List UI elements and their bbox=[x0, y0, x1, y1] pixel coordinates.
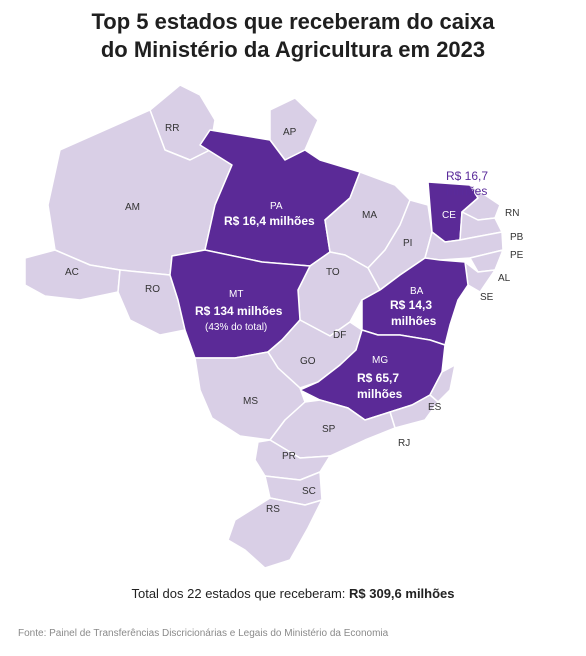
label-rr: RR bbox=[165, 123, 179, 134]
map-title: Top 5 estados que receberam do caixa do … bbox=[0, 8, 586, 64]
total-value: R$ 309,6 milhões bbox=[349, 586, 455, 601]
label-sc: SC bbox=[302, 486, 316, 497]
value-mt: R$ 134 milhões bbox=[195, 304, 283, 318]
label-ce: CE bbox=[442, 210, 456, 221]
state-rs bbox=[227, 497, 323, 569]
value-ce-line1: R$ 16,7 bbox=[446, 169, 488, 183]
label-pr: PR bbox=[282, 451, 296, 462]
label-pb: PB bbox=[510, 232, 524, 243]
title-line-2: do Ministério da Agricultura em 2023 bbox=[100, 37, 486, 62]
label-pi: PI bbox=[403, 238, 412, 249]
total-prefix: Total dos 22 estados que receberam: bbox=[131, 586, 350, 601]
title-line-1: Top 5 estados que receberam do caixa bbox=[91, 9, 495, 34]
label-ma: MA bbox=[362, 210, 377, 221]
state-es bbox=[429, 364, 456, 403]
label-pa: PA bbox=[270, 201, 283, 212]
value-ba-line2: milhões bbox=[391, 314, 437, 328]
label-rs: RS bbox=[266, 504, 280, 515]
total-text: Total dos 22 estados que receberam: R$ 3… bbox=[0, 586, 586, 601]
value-ce-line2: milhões bbox=[446, 184, 487, 198]
label-mt: MT bbox=[229, 289, 243, 300]
label-es: ES bbox=[428, 402, 442, 413]
label-ac: AC bbox=[65, 267, 79, 278]
label-al: AL bbox=[498, 273, 511, 284]
label-am: AM bbox=[125, 202, 140, 213]
label-se: SE bbox=[480, 292, 494, 303]
label-ba: BA bbox=[410, 286, 424, 297]
value-mg-line1: R$ 65,7 bbox=[357, 371, 399, 385]
label-ms: MS bbox=[243, 396, 258, 407]
label-ap: AP bbox=[283, 127, 297, 138]
label-mg: MG bbox=[372, 355, 388, 366]
value-mg-line2: milhões bbox=[357, 387, 403, 401]
value-ba-line1: R$ 14,3 bbox=[390, 298, 432, 312]
label-rn: RN bbox=[505, 208, 519, 219]
label-pe: PE bbox=[510, 250, 524, 261]
label-to: TO bbox=[326, 267, 340, 278]
note-mt: (43% do total) bbox=[205, 322, 267, 333]
source-note: Fonte: Painel de Transferências Discrici… bbox=[18, 628, 389, 639]
label-go: GO bbox=[300, 356, 316, 367]
label-rj: RJ bbox=[398, 438, 410, 449]
label-df: DF bbox=[333, 330, 346, 341]
label-sp: SP bbox=[322, 424, 336, 435]
label-ro: RO bbox=[145, 284, 160, 295]
value-pa: R$ 16,4 milhões bbox=[224, 214, 315, 228]
